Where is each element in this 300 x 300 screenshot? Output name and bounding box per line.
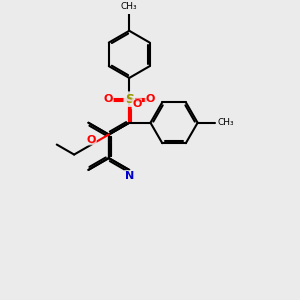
Text: O: O	[132, 99, 142, 109]
Text: O: O	[87, 135, 96, 145]
Text: N: N	[124, 171, 134, 181]
Text: CH₃: CH₃	[217, 118, 234, 127]
Text: S: S	[125, 93, 134, 106]
Text: CH₃: CH₃	[121, 2, 138, 11]
Text: O: O	[104, 94, 113, 104]
Text: O: O	[145, 94, 155, 104]
